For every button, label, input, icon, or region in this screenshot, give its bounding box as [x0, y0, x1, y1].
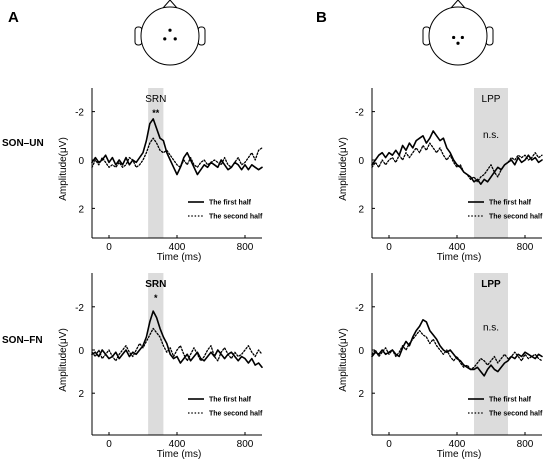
y-tick-label: 2 [78, 389, 84, 400]
x-tick-label: 400 [169, 242, 186, 253]
y-axis-title: Amplitude(μV) [338, 328, 349, 392]
series-line-first-half [371, 318, 543, 377]
chart-a1: SRN ** -2 0 2 0 400 800 Time (ms) Amplitude(μV) Th… [58, 88, 263, 263]
y-tick-label: -2 [75, 108, 84, 119]
window-label: SRN [145, 279, 166, 290]
electrode-dot [456, 41, 460, 45]
chart-b2: LPP n.s. -2 0 2 0 400 800 Time (ms) Amplitude(μV)… [338, 273, 543, 459]
series-line-second-half [371, 142, 543, 183]
x-tick-label: 400 [449, 439, 466, 450]
window-label: LPP [481, 279, 501, 290]
series-line-first-half [91, 118, 263, 176]
component-window [474, 88, 508, 238]
series-line-second-half [91, 327, 263, 362]
significance-label: ** [152, 108, 160, 118]
legend-label: The first half [209, 397, 252, 404]
y-tick-label: -2 [75, 303, 84, 314]
legend-label: The second half [489, 214, 543, 221]
y-tick-label: 0 [78, 346, 84, 357]
x-tick-label: 800 [517, 439, 534, 450]
electrode-dot [460, 35, 464, 40]
electrode-dot [173, 37, 177, 41]
significance-label: n.s. [483, 130, 499, 141]
y-axis-title: Amplitude(μV) [338, 137, 349, 201]
head-outline [428, 6, 488, 66]
chart-a2: SRN * -2 0 2 0 400 800 Time (ms) Amplitude(μV) The… [58, 273, 263, 459]
window-label: LPP [482, 94, 501, 105]
significance-label: n.s. [483, 323, 499, 334]
series-line-second-half [91, 137, 263, 168]
x-axis-title: Time (ms) [437, 449, 482, 459]
significance-label: * [154, 293, 158, 303]
electrode-dot [168, 28, 172, 32]
y-axis-title: Amplitude(μV) [58, 137, 69, 201]
electrode-dot [163, 37, 167, 41]
x-axis-title: Time (ms) [437, 252, 482, 263]
y-tick-label: -2 [355, 108, 364, 119]
y-tick-label: 2 [358, 389, 364, 400]
y-tick-label: -2 [355, 303, 364, 314]
head-nose [450, 0, 466, 9]
electrode-dot [452, 35, 456, 40]
x-tick-label: 0 [106, 242, 112, 253]
y-tick-label: 0 [358, 156, 364, 167]
series-line-first-half [371, 130, 543, 185]
y-tick-label: 2 [358, 204, 364, 215]
component-window [148, 88, 164, 238]
x-tick-label: 800 [237, 242, 254, 253]
x-tick-label: 0 [106, 439, 112, 450]
x-tick-label: 0 [386, 242, 392, 253]
row-label-son-un: SON–UN [2, 138, 44, 149]
component-window [474, 273, 508, 435]
x-axis-title: Time (ms) [157, 252, 202, 263]
head-outline [140, 6, 200, 66]
x-tick-label: 400 [449, 242, 466, 253]
legend-label: The second half [209, 411, 263, 418]
legend-label: The first half [489, 397, 532, 404]
legend-label: The second half [489, 411, 543, 418]
legend-label: The second half [209, 214, 263, 221]
head-map-b [422, 0, 494, 66]
panel-letter-a: A [8, 9, 19, 26]
head-nose [162, 0, 178, 9]
legend-label: The first half [489, 200, 532, 207]
y-axis-title: Amplitude(μV) [58, 328, 69, 392]
window-label: SRN [145, 94, 166, 105]
legend-label: The first half [209, 200, 252, 207]
y-tick-label: 2 [78, 204, 84, 215]
series-line-second-half [371, 329, 543, 371]
x-axis-title: Time (ms) [157, 449, 202, 459]
x-tick-label: 800 [517, 242, 534, 253]
series-line-first-half [91, 310, 263, 369]
x-tick-label: 400 [169, 439, 186, 450]
row-label-son-fn: SON–FN [2, 335, 43, 346]
y-tick-label: 0 [358, 346, 364, 357]
y-tick-label: 0 [78, 156, 84, 167]
panel-letter-b: B [316, 9, 327, 26]
x-tick-label: 800 [237, 439, 254, 450]
erp-charts: SRN ** -2 0 2 0 400 800 Time (ms) Amplitude(μV) Th… [58, 88, 543, 459]
head-maps [134, 0, 494, 66]
head-map-a [134, 0, 206, 66]
chart-b1: LPP n.s. -2 0 2 0 400 800 Time (ms) Amplitude(μV)… [338, 88, 543, 263]
x-tick-label: 0 [386, 439, 392, 450]
